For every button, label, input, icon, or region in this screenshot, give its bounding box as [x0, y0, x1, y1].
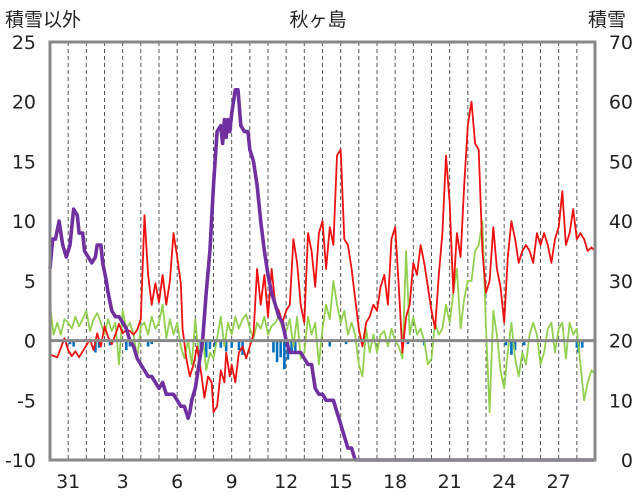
blue-bar [237, 340, 241, 351]
left-y-tick-label: 5 [24, 271, 36, 293]
x-tick-label: 31 [56, 471, 80, 493]
right-y-tick-label: 40 [609, 211, 633, 233]
x-tick-label: 3 [117, 471, 129, 493]
x-tick-label: 18 [383, 471, 407, 493]
blue-bar [272, 340, 275, 353]
right-y-tick-label: 50 [609, 151, 633, 173]
left-y-tick-label: 0 [24, 331, 36, 353]
blue-bar [344, 340, 348, 345]
blue-bar [97, 340, 101, 348]
blue-bar [72, 340, 75, 347]
blue-bar [219, 340, 223, 348]
blue-bar [68, 340, 72, 345]
blue-bar [522, 340, 526, 346]
x-tick-label: 6 [171, 471, 183, 493]
left-y-tick-label: -10 [5, 450, 36, 472]
right-axis-label: 積雪 [588, 9, 626, 31]
right-y-tick-label: 20 [609, 331, 633, 353]
x-tick-label: 21 [438, 471, 462, 493]
blue-bar [108, 340, 112, 346]
right-y-tick-labels: 0 10 20 30 40 50 60 70 [609, 32, 633, 472]
right-y-tick-label: 10 [609, 390, 633, 412]
left-y-tick-label: 10 [12, 211, 36, 233]
blue-bar [208, 340, 212, 349]
blue-bar [575, 340, 579, 348]
blue-bar [504, 340, 508, 346]
left-y-tick-label: 25 [12, 32, 36, 54]
blue-bar [510, 340, 513, 355]
red-series-line [50, 100, 595, 414]
left-y-tick-labels: -10 -5 0 5 10 15 20 25 [5, 32, 36, 472]
right-y-tick-label: 70 [609, 32, 633, 54]
line-series-group [48, 88, 595, 462]
blue-bar [230, 340, 233, 348]
right-y-tick-label: 60 [609, 92, 633, 114]
blue-bar [204, 340, 208, 358]
blue-bar [279, 340, 283, 358]
blue-bar [275, 340, 279, 363]
green-series-line [49, 220, 595, 414]
blue-bar [125, 340, 128, 351]
x-tick-label: 12 [274, 471, 298, 493]
blue-bar [224, 340, 228, 352]
right-y-tick-label: 30 [609, 271, 633, 293]
left-y-tick-label: -5 [17, 390, 36, 412]
blue-bar [283, 340, 286, 370]
blue-bar [513, 340, 517, 351]
right-y-tick-label: 0 [621, 450, 633, 472]
x-tick-label: 27 [547, 471, 571, 493]
blue-bar [94, 340, 97, 353]
x-tick-label: 9 [226, 471, 238, 493]
x-tick-label: 15 [329, 471, 353, 493]
chart-title: 秋ヶ島 [289, 9, 346, 31]
blue-bar [406, 340, 410, 345]
blue-bar [290, 340, 293, 352]
left-y-tick-label: 15 [12, 151, 36, 173]
blue-bar [150, 340, 154, 345]
purple-series-line [48, 88, 595, 462]
blue-bar [328, 340, 332, 347]
left-axis-label: 積雪以外 [5, 9, 81, 31]
x-tick-label: 24 [492, 471, 516, 493]
x-tick-labels: 31 3 6 9 12 15 18 21 24 27 [56, 471, 571, 493]
left-y-tick-label: 20 [12, 92, 36, 114]
blue-bar [146, 340, 150, 347]
blue-bar [580, 340, 584, 348]
plot-frame [48, 40, 597, 462]
blue-bar [293, 340, 297, 353]
